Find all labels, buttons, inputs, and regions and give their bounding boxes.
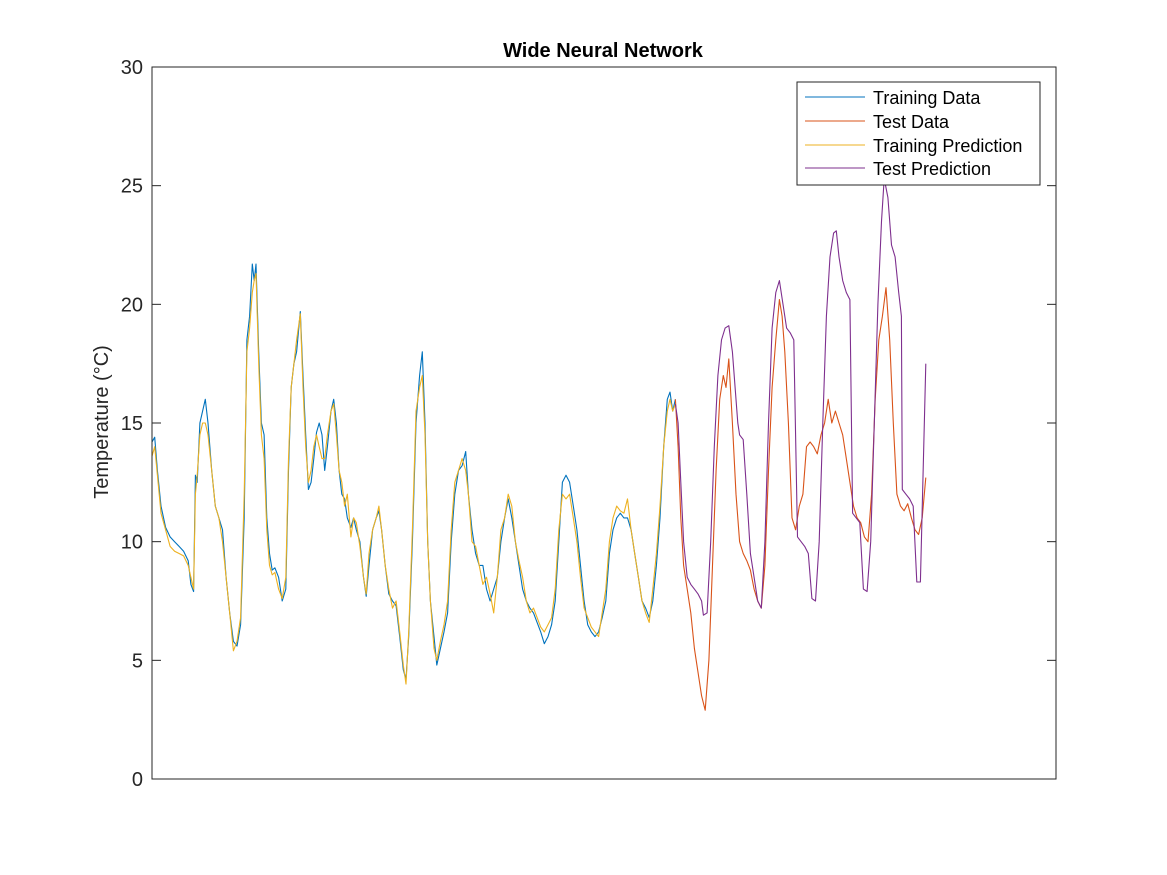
legend-box [796,81,1041,186]
y-tick-label: 5 [132,650,143,672]
series-line-training-prediction [151,272,676,685]
legend-label-training-prediction: Training Prediction [873,136,1022,156]
legend-label-test-prediction: Test Prediction [873,159,991,179]
y-tick-label: 10 [121,532,143,554]
axes-box [151,66,1057,780]
series-line-test-prediction [674,177,927,616]
y-tick-label: 15 [121,413,143,435]
legend[interactable]: Training Data Test Data Training Predict… [796,81,1041,186]
legend-label-test-data: Test Data [873,112,950,132]
y-tick-label: 0 [132,769,143,791]
plot-area [152,67,1056,779]
y-tick-label: 25 [121,176,143,198]
y-tick-label: 20 [121,294,143,316]
chart-title: Wide Neural Network [503,40,704,62]
y-axis-label: Temperature (°C) [91,345,113,499]
y-tick-label: 30 [121,57,143,79]
legend-label-training-data: Training Data [873,88,981,108]
tick-layer: 0 5 10 15 20 25 30 [121,57,1056,791]
series-layer [151,177,927,711]
